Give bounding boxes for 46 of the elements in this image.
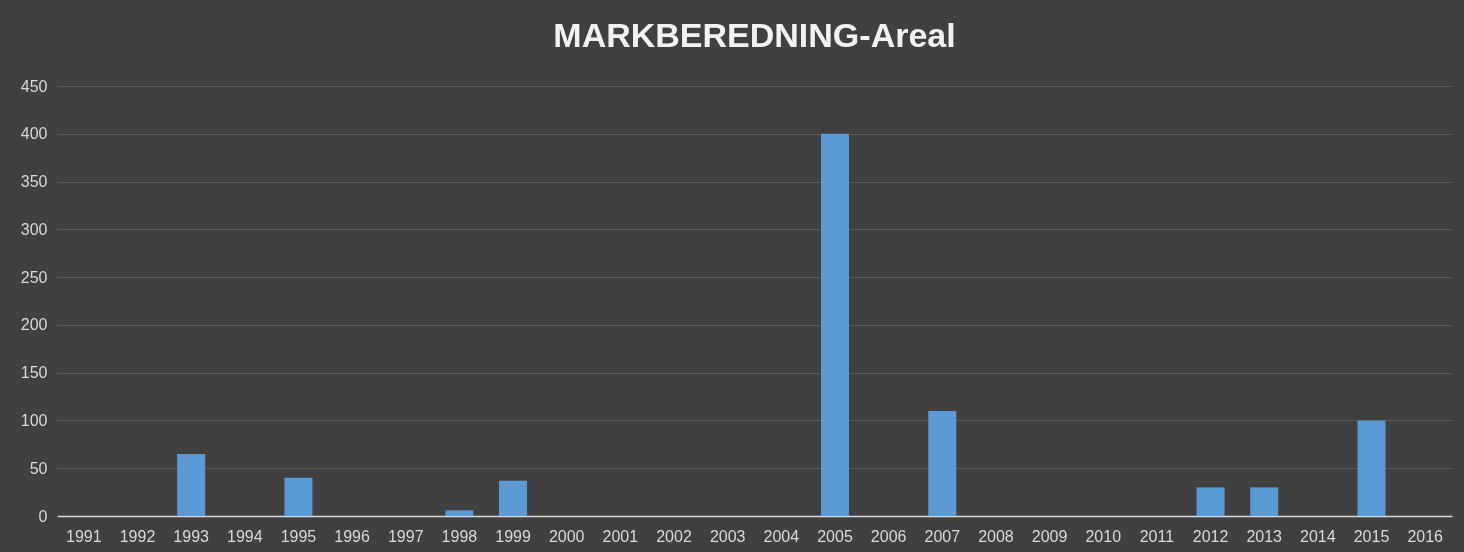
y-tick-label: 150 [20, 364, 48, 382]
chart-title: MARKBEREDNING-Areal [553, 16, 956, 54]
x-tick-label: 1994 [226, 527, 263, 545]
x-tick-label: 2007 [924, 527, 961, 545]
x-tick-label: 2016 [1407, 527, 1444, 545]
x-tick-label: 2001 [602, 527, 639, 545]
bar [820, 133, 849, 516]
y-tick-label: 350 [20, 173, 48, 191]
bar [1357, 420, 1386, 516]
x-tick-label: 1998 [441, 527, 478, 545]
x-tick-label: 2000 [548, 527, 585, 545]
x-tick-label: 2005 [817, 527, 853, 545]
x-tick-label: 2002 [656, 527, 692, 545]
y-tick-label: 300 [20, 220, 48, 238]
x-tick-label: 2009 [1031, 527, 1068, 545]
x-tick-label: 1992 [119, 527, 156, 545]
x-tick-label: 1991 [66, 527, 102, 545]
bar [1196, 487, 1225, 516]
bar [445, 510, 474, 516]
y-tick-label: 0 [38, 507, 48, 525]
x-tick-label: 2006 [870, 527, 907, 545]
x-tick-label: 2014 [1300, 527, 1336, 545]
bar [499, 480, 528, 516]
x-tick-label: 2015 [1353, 527, 1390, 545]
y-tick-label: 50 [29, 459, 48, 477]
x-tick-label: 1997 [387, 527, 424, 545]
x-tick-label: 2008 [978, 527, 1014, 545]
y-tick-label: 400 [20, 125, 48, 143]
bar [1250, 487, 1279, 516]
x-tick-label: 1996 [334, 527, 370, 545]
y-tick-label: 250 [20, 268, 48, 286]
x-tick-label: 1993 [173, 527, 210, 545]
y-tick-label: 200 [20, 316, 48, 334]
x-tick-label: 2012 [1192, 527, 1229, 545]
y-tick-label: 450 [20, 77, 48, 95]
x-tick-label: 2003 [709, 527, 746, 545]
bar [928, 410, 957, 516]
x-tick-label: 2011 [1139, 527, 1175, 545]
x-tick-label: 1999 [495, 527, 531, 545]
x-tick-label: 1995 [280, 527, 317, 545]
bar [177, 453, 206, 516]
x-tick-label: 2010 [1085, 527, 1122, 545]
x-tick-label: 2013 [1246, 527, 1283, 545]
bar [284, 477, 313, 516]
x-tick-label: 2004 [763, 527, 800, 545]
y-tick-label: 100 [20, 411, 48, 429]
